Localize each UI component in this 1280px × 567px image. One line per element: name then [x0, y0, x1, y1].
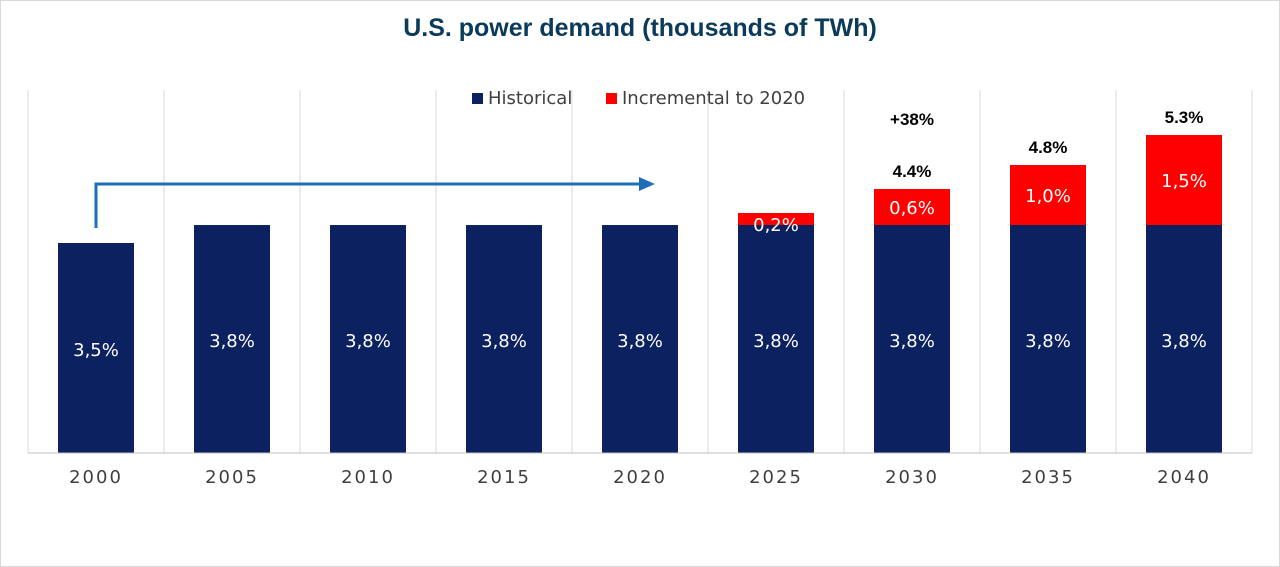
data-label-incremental-2035: 1,0% — [1025, 186, 1071, 207]
bar-historical-2040 — [1146, 225, 1222, 453]
bar-incremental-2025 — [738, 213, 814, 225]
bar-historical-2000 — [58, 243, 134, 453]
data-label-historical-2020: 3,8% — [617, 331, 663, 352]
x-tick-label-2000: 2000 — [69, 467, 123, 488]
bar-historical-2005 — [194, 225, 270, 453]
x-tick-label-2030: 2030 — [885, 467, 939, 488]
data-label-historical-2010: 3,8% — [345, 331, 391, 352]
legend-swatch-historical — [472, 93, 483, 104]
trend-arrow-head — [639, 177, 655, 191]
legend-label-historical: Historical — [488, 88, 572, 109]
x-tick-label-2010: 2010 — [341, 467, 395, 488]
data-label-incremental-2025: 0,2% — [753, 215, 799, 236]
x-tick-label-2015: 2015 — [477, 467, 531, 488]
data-label-incremental-2040: 1,5% — [1161, 171, 1207, 192]
data-label-historical-2015: 3,8% — [481, 331, 527, 352]
total-label-2035: 4.8% — [1029, 138, 1068, 157]
x-tick-label-2035: 2035 — [1021, 467, 1075, 488]
bar-historical-2025 — [738, 225, 814, 453]
legend-label-incremental: Incremental to 2020 — [622, 88, 805, 109]
data-label-historical-2035: 3,8% — [1025, 331, 1071, 352]
trend-arrow-line — [94, 182, 641, 228]
chart-title: U.S. power demand (thousands of TWh) — [403, 14, 877, 42]
bar-historical-2035 — [1010, 225, 1086, 453]
bar-historical-2020 — [602, 225, 678, 453]
bar-incremental-2035 — [1010, 165, 1086, 225]
x-tick-label-2020: 2020 — [613, 467, 667, 488]
total-label-2040: 5.3% — [1165, 108, 1204, 127]
data-label-historical-2040: 3,8% — [1161, 331, 1207, 352]
bar-historical-2030 — [874, 225, 950, 453]
growth-annotation: +38% — [890, 110, 934, 129]
x-tick-label-2040: 2040 — [1157, 467, 1211, 488]
bar-incremental-2040 — [1146, 135, 1222, 225]
legend-swatch-incremental — [606, 93, 617, 104]
data-label-historical-2005: 3,8% — [209, 331, 255, 352]
x-tick-label-2025: 2025 — [749, 467, 803, 488]
x-tick-label-2005: 2005 — [205, 467, 259, 488]
data-label-historical-2030: 3,8% — [889, 331, 935, 352]
total-label-2030: 4.4% — [893, 162, 932, 181]
data-label-historical-2025: 3,8% — [753, 331, 799, 352]
data-label-historical-2000: 3,5% — [73, 340, 119, 361]
data-label-incremental-2030: 0,6% — [889, 198, 935, 219]
bar-historical-2010 — [330, 225, 406, 453]
bar-historical-2015 — [466, 225, 542, 453]
bar-incremental-2030 — [874, 189, 950, 225]
